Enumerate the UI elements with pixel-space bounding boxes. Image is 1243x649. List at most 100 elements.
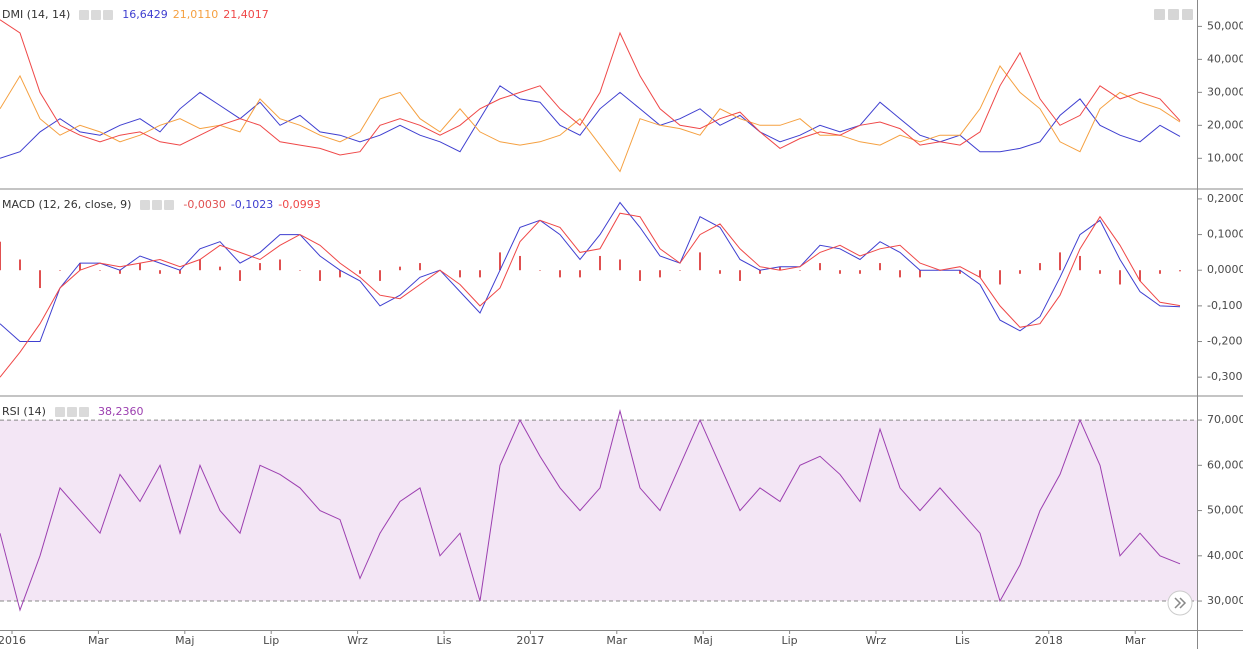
tool-icon[interactable] xyxy=(103,9,114,20)
x-tick-label: 2017 xyxy=(516,634,544,647)
x-tick-label: Wrz xyxy=(866,634,887,647)
histogram-bar xyxy=(919,270,921,278)
y-tick-label: 70,0000 xyxy=(1207,413,1243,426)
indicator-tools[interactable] xyxy=(79,9,114,20)
tool-icon[interactable] xyxy=(78,406,89,417)
y-tick-label: -0,1000 xyxy=(1207,299,1243,312)
histogram-bar xyxy=(1019,270,1021,274)
indicator-value: -0,1023 xyxy=(230,198,274,211)
y-tick-label: 50,0000 xyxy=(1207,504,1243,517)
pane-header: DMI (14, 14) 16,6429 21,0110 21,4017 xyxy=(2,8,269,21)
histogram-bar xyxy=(419,263,421,271)
indicator-title: MACD (12, 26, close, 9) xyxy=(2,198,132,211)
y-tick-label: 20,0000 xyxy=(1207,118,1243,131)
tool-icon[interactable] xyxy=(54,406,65,417)
histogram-bar xyxy=(1079,255,1081,271)
x-tick-label: Lis xyxy=(955,634,970,647)
y-tick-label: 40,0000 xyxy=(1207,549,1243,562)
histogram-bar xyxy=(199,259,201,271)
histogram-bar xyxy=(579,270,581,278)
histogram-bar xyxy=(739,270,741,281)
tool-icon[interactable] xyxy=(66,406,77,417)
indicator-value: 21,0110 xyxy=(172,8,219,21)
histogram-bar xyxy=(859,270,861,274)
histogram-bar xyxy=(1119,270,1121,285)
tool-icon[interactable] xyxy=(140,199,151,210)
histogram-bar xyxy=(719,270,721,274)
histogram-bar xyxy=(179,270,181,274)
y-tick-label: 40,0000 xyxy=(1207,52,1243,65)
histogram-bar xyxy=(699,252,701,271)
indicator-value: 16,6429 xyxy=(122,8,168,21)
x-tick-label: Maj xyxy=(694,634,713,647)
indicator-title: RSI (14) xyxy=(2,405,46,418)
tool-icon[interactable] xyxy=(152,199,163,210)
y-tick-label: 30,0000 xyxy=(1207,85,1243,98)
x-tick-label: Mar xyxy=(88,634,109,647)
tool-icon[interactable] xyxy=(91,9,102,20)
histogram-bar xyxy=(679,270,681,271)
indicator-line xyxy=(0,201,1181,342)
histogram-bar xyxy=(619,259,621,271)
histogram-bar xyxy=(479,270,481,278)
x-tick-label: Maj xyxy=(175,634,194,647)
y-tick-label: 0,1000 xyxy=(1207,228,1243,241)
scroll-button[interactable] xyxy=(1167,590,1193,616)
y-tick-label: -0,2000 xyxy=(1207,335,1243,348)
y-tick-label: 30,0000 xyxy=(1207,594,1243,607)
indicator-tools[interactable] xyxy=(54,406,89,417)
x-tick-label: Mar xyxy=(1125,634,1146,647)
indicator-line xyxy=(0,19,1181,156)
histogram-bar xyxy=(879,263,881,271)
histogram-bar xyxy=(279,259,281,271)
histogram-bar xyxy=(779,266,781,271)
histogram-bar xyxy=(659,270,661,278)
indicator-tools[interactable] xyxy=(140,199,175,210)
histogram-bar xyxy=(239,270,241,281)
indicator-value: 21,4017 xyxy=(223,8,269,21)
histogram-bar xyxy=(259,263,261,271)
rsi-band xyxy=(0,420,1197,602)
pane xyxy=(0,201,1181,378)
y-tick-label: 10,0000 xyxy=(1207,151,1243,164)
pane-tools[interactable] xyxy=(1154,9,1193,20)
histogram-bar xyxy=(899,270,901,278)
histogram-bar xyxy=(1139,270,1141,281)
x-tick-label: Mar xyxy=(606,634,627,647)
histogram-bar xyxy=(59,270,61,271)
pane-header: MACD (12, 26, close, 9) -0,0030 -0,1023 -0,… xyxy=(2,198,321,211)
y-tick-label: 60,0000 xyxy=(1207,458,1243,471)
histogram-bar xyxy=(1179,270,1181,272)
histogram-bar xyxy=(319,270,321,281)
histogram-bar xyxy=(959,270,961,274)
histogram-bar xyxy=(639,270,641,281)
histogram-bar xyxy=(499,252,501,271)
tool-icon[interactable] xyxy=(164,199,175,210)
x-tick-label: 2018 xyxy=(1035,634,1063,647)
histogram-bar xyxy=(399,266,401,271)
y-tick-label: -0,3000 xyxy=(1207,370,1243,383)
pane xyxy=(0,409,1197,612)
x-tick-label: Lis xyxy=(437,634,452,647)
histogram-bar xyxy=(0,241,1,271)
histogram-bar xyxy=(1039,263,1041,271)
y-tick-label: 0,2000 xyxy=(1207,192,1243,205)
x-tick-label: Lip xyxy=(263,634,279,647)
histogram-bar xyxy=(519,255,521,271)
indicator-value: -0,0993 xyxy=(278,198,321,211)
histogram-bar xyxy=(79,263,81,271)
histogram-bar xyxy=(19,259,21,271)
histogram-bar xyxy=(599,255,601,271)
histogram-bar xyxy=(539,270,541,271)
histogram-bar xyxy=(119,270,121,274)
histogram-bar xyxy=(39,270,41,289)
indicator-line xyxy=(0,212,1181,378)
histogram-bar xyxy=(839,270,841,274)
histogram-bar xyxy=(159,270,161,274)
histogram-bar xyxy=(999,270,1001,285)
y-tick-label: 0,0000 xyxy=(1207,263,1243,276)
histogram-bar xyxy=(139,263,141,271)
tool-icon[interactable] xyxy=(79,9,90,20)
indicator-title: DMI (14, 14) xyxy=(2,8,71,21)
